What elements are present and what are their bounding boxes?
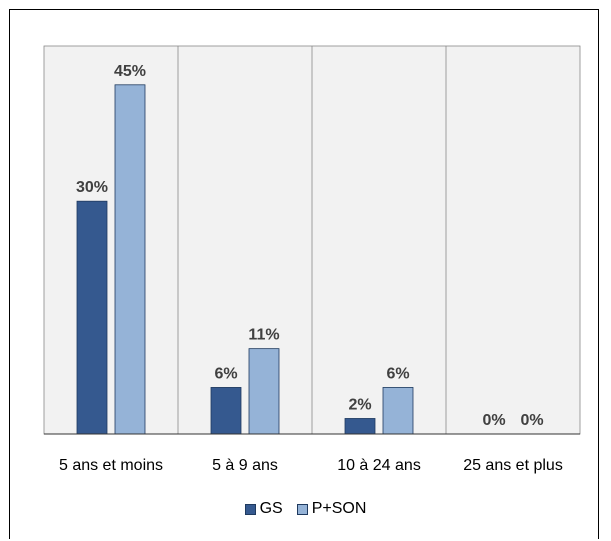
data-label: 45%: [114, 63, 146, 80]
bar: [114, 84, 146, 435]
x-tick-label: 5 ans et moins: [59, 457, 163, 474]
x-tick-label: 25 ans et plus: [463, 457, 563, 474]
bar: [210, 387, 242, 435]
data-label: 6%: [214, 365, 237, 382]
data-label: 11%: [248, 327, 279, 344]
data-label: 6%: [386, 365, 409, 382]
data-label: 0%: [520, 412, 543, 429]
bar: [76, 200, 108, 435]
data-label: 0%: [482, 412, 505, 429]
legend-item-gs: GS: [244, 500, 283, 518]
x-tick-label: 5 à 9 ans: [212, 457, 278, 474]
bar: [382, 387, 414, 435]
legend-label-gs: GS: [259, 500, 283, 517]
x-tick-label: 10 à 24 ans: [337, 457, 421, 474]
legend-swatch-pson: [296, 503, 308, 515]
legend: GS P+SON: [0, 500, 611, 518]
data-label: 30%: [76, 179, 108, 196]
legend-label-pson: P+SON: [311, 500, 367, 517]
legend-item-pson: P+SON: [296, 500, 367, 518]
data-label: 2%: [348, 396, 371, 413]
bar: [248, 348, 280, 435]
bar: [344, 418, 376, 435]
legend-swatch-gs: [244, 503, 256, 515]
